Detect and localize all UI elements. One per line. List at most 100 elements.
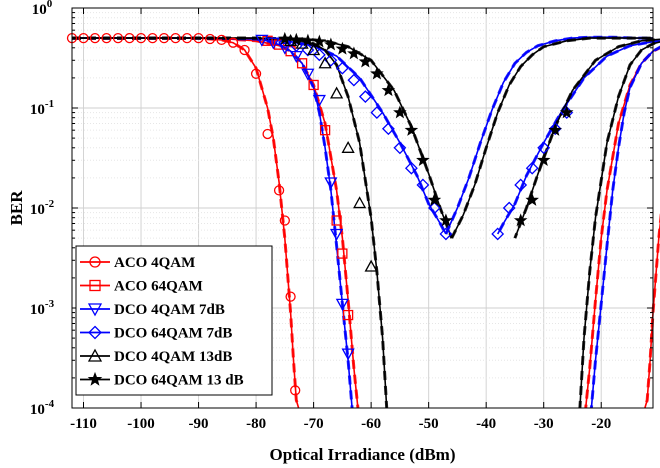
star-marker [312, 34, 327, 48]
circle-marker [124, 32, 135, 44]
circle-marker [78, 32, 89, 44]
triangle-up-marker [330, 86, 344, 99]
diamond-marker [404, 161, 418, 175]
legend: ACO 4QAM ACO 64QAM DCO 4QAM 7dB DCO 64QAM 7… [75, 245, 273, 396]
circle-marker [193, 32, 204, 44]
circle-marker [112, 32, 124, 44]
series-line-dashed [72, 36, 301, 409]
y-tick-exponent: -2 [45, 198, 55, 210]
rising-line-solid [496, 40, 660, 235]
y-tick-label: 10-1 [30, 98, 54, 118]
x-tick-label: -40 [476, 416, 496, 432]
legend-label: DCO 4QAM 7dB [114, 302, 225, 318]
diamond-marker [335, 61, 349, 75]
square-marker [319, 125, 331, 136]
circle-marker [89, 256, 101, 268]
y-tick-exponent: -3 [45, 298, 55, 310]
star-marker [335, 41, 350, 55]
diamond-marker [439, 227, 453, 241]
y-tick-label: 10-2 [30, 198, 55, 218]
x-tick-label: -100 [127, 416, 155, 432]
circle-marker [239, 44, 250, 56]
square-marker [342, 309, 354, 321]
series-line-dashed [72, 36, 448, 235]
circle-marker [285, 291, 296, 302]
triangle-down-marker [87, 303, 103, 317]
legend-label: ACO 64QAM [114, 279, 203, 295]
y-tick-exponent: -4 [45, 398, 55, 410]
x-tick-label: -90 [189, 416, 209, 432]
series-3 [72, 36, 448, 235]
rising-line-dashed [513, 37, 660, 239]
star-marker [347, 46, 361, 60]
square-marker [296, 58, 308, 69]
triangle-down-marker [312, 94, 326, 107]
y-tick-base: 10 [32, 2, 47, 18]
x-tick-label: -70 [304, 416, 324, 432]
star-marker [278, 31, 292, 45]
circle-marker [181, 32, 193, 44]
x-tick-label: -80 [246, 416, 266, 432]
x-tick-label: -30 [534, 416, 554, 432]
rising-line-solid [644, 218, 660, 409]
circle-marker [147, 32, 158, 44]
circle-marker [250, 68, 262, 79]
square-marker [337, 248, 348, 259]
diamond-marker [525, 161, 539, 175]
star-marker [536, 153, 551, 167]
legend-label: DCO 64QAM 7dB [114, 326, 232, 342]
x-axis-ticks: -110 -100 -90 -80 -70 -60 -50 -40 -30 -20 [70, 8, 611, 432]
diamond-marker [514, 178, 528, 192]
y-tick-exponent: 0 [47, 0, 53, 10]
diamond-marker [491, 227, 505, 241]
x-tick-label: -60 [361, 416, 381, 432]
triangle-up-marker [307, 43, 321, 56]
diamond-marker [370, 106, 384, 119]
triangle-down-marker [335, 298, 349, 311]
diamond-marker [324, 53, 338, 67]
circle-marker [273, 185, 285, 196]
circle-marker [290, 385, 301, 396]
circle-marker [216, 34, 227, 46]
series-line-solid [72, 37, 447, 235]
circle-marker [135, 32, 147, 44]
y-tick-base: 10 [30, 102, 45, 118]
diamond-marker [312, 48, 326, 62]
triangle-down-marker [255, 34, 269, 47]
star-marker [439, 213, 453, 227]
square-marker [89, 279, 101, 292]
star-marker [370, 66, 384, 80]
diamond-marker [502, 201, 516, 215]
diamond-marker [347, 73, 361, 87]
y-tick-base: 10 [30, 202, 45, 218]
diamond-marker [427, 201, 441, 215]
star-marker [87, 371, 103, 386]
y-tick-label: 100 [32, 0, 53, 18]
triangle-up-marker [341, 140, 355, 153]
diamond-marker [381, 122, 395, 136]
diamond-marker [416, 178, 430, 192]
x-tick-label: -50 [419, 416, 439, 432]
triangle-down-marker [341, 348, 355, 361]
star-marker [324, 37, 338, 51]
star-marker [289, 32, 304, 46]
star-marker [404, 123, 419, 136]
square-marker [308, 79, 319, 91]
triangle-down-marker [278, 42, 292, 55]
star-marker [513, 213, 528, 227]
legend-box [75, 245, 273, 396]
legend-label: ACO 4QAM [114, 255, 195, 271]
diamond-marker [88, 325, 102, 340]
rising-line-dashed [496, 39, 660, 235]
star-marker [381, 83, 396, 97]
series-rising-branches [496, 37, 660, 409]
legend-label: DCO 64QAM 13 dB [114, 373, 244, 389]
x-tick-label: -20 [591, 416, 611, 432]
x-axis-label: Optical Irradiance (dBm) [269, 445, 455, 464]
series-line-dashed [444, 35, 653, 235]
rising-line-solid [579, 41, 660, 409]
diamond-marker [548, 122, 562, 136]
triangle-down-marker [330, 228, 344, 241]
